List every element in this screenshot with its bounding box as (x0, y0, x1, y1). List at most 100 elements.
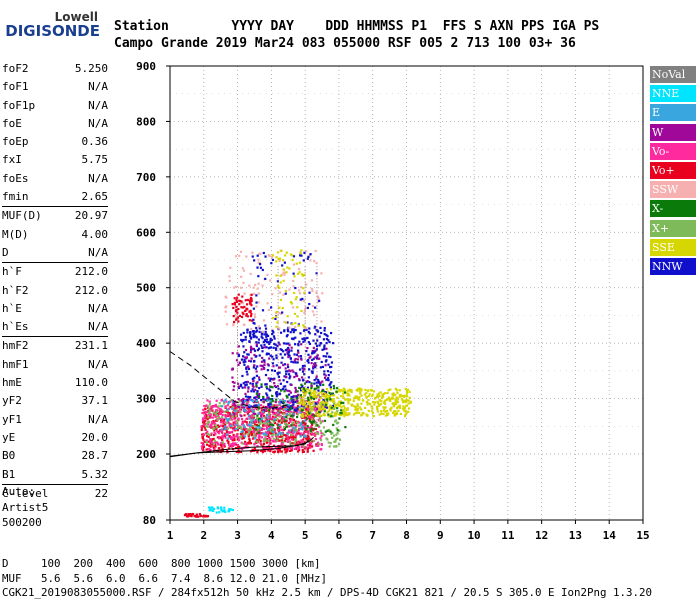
echo-point (232, 433, 235, 437)
echo-point (272, 346, 275, 349)
echo-point (319, 422, 322, 425)
echo-point (221, 410, 224, 413)
echo-point (240, 450, 243, 454)
echo-point (261, 449, 265, 452)
echo-point (283, 427, 287, 431)
echo-point (286, 363, 289, 366)
echo-point (332, 394, 336, 397)
echo-point (249, 427, 252, 430)
echo-point (242, 399, 245, 402)
echo-point (387, 412, 390, 415)
echo-point (288, 354, 291, 357)
echo-point (245, 430, 248, 434)
echo-point (287, 348, 290, 351)
echo-point (248, 319, 251, 322)
param-label: fmin (2, 190, 29, 204)
echo-point (251, 382, 254, 386)
echo-point (259, 412, 262, 415)
echo-point (255, 370, 258, 373)
echo-point (296, 421, 299, 424)
echo-point (284, 406, 287, 409)
echo-point (212, 446, 216, 450)
echo-point (241, 429, 244, 433)
echo-point (281, 259, 285, 262)
echo-point (296, 407, 299, 410)
echo-point (366, 403, 369, 406)
echo-point (309, 253, 312, 256)
echo-point (277, 450, 280, 454)
echo-point (248, 300, 252, 303)
echo-point (315, 262, 318, 265)
echo-point (205, 432, 208, 435)
echo-point (246, 373, 249, 376)
echo-point (235, 359, 239, 362)
echo-point (262, 440, 265, 443)
echo-point (244, 360, 247, 363)
param-label: foEp (2, 135, 29, 149)
echo-point (283, 445, 286, 448)
echo-point (295, 353, 299, 356)
echo-point (311, 371, 314, 375)
echo-point (268, 420, 271, 423)
param-value: N/A (88, 98, 108, 112)
echo-point (268, 423, 272, 426)
echo-point (270, 426, 273, 429)
echo-point (233, 443, 236, 446)
echo-point (236, 311, 239, 314)
echo-point (255, 423, 258, 427)
echo-point (301, 428, 304, 431)
echo-point (291, 400, 295, 403)
echo-point (259, 435, 262, 438)
echo-point (206, 422, 209, 425)
echo-point (241, 431, 244, 434)
param-label: h`F (2, 265, 22, 279)
echo-point (205, 411, 209, 414)
echo-point (216, 410, 219, 413)
echo-point (249, 382, 252, 385)
echo-point (202, 445, 206, 449)
echo-point (228, 444, 231, 447)
echo-point (303, 406, 306, 409)
echo-point (250, 327, 253, 331)
echo-point (242, 331, 245, 335)
echo-point (257, 261, 260, 264)
echo-point (283, 422, 287, 425)
footer-muf-row: MUF 5.6 5.6 6.0 6.6 7.4 8.6 12.0 21.0 [M… (2, 571, 328, 585)
echo-point (206, 418, 209, 421)
echo-point (284, 433, 287, 437)
echo-point (394, 410, 397, 413)
echo-point (207, 416, 210, 419)
echo-point (281, 306, 284, 310)
echo-point (284, 349, 288, 352)
echo-point (253, 349, 257, 352)
echo-point (290, 395, 293, 399)
echo-point (302, 340, 305, 343)
param-label: B0 (2, 449, 16, 463)
echo-point (239, 385, 243, 388)
echo-point (329, 331, 333, 335)
echo-point (280, 433, 284, 437)
echo-point (305, 419, 308, 422)
echo-point (384, 392, 387, 395)
echo-point (237, 409, 240, 413)
echo-point (288, 401, 291, 404)
echo-point (289, 375, 292, 378)
echo-point (242, 436, 245, 440)
echo-point (233, 381, 236, 384)
echo-point (224, 398, 227, 401)
echo-point (296, 306, 299, 309)
echo-point (384, 406, 387, 409)
echo-point (366, 414, 369, 417)
echo-point (288, 389, 291, 393)
echo-point (315, 444, 318, 447)
echo-point (235, 434, 239, 437)
echo-point (224, 436, 227, 439)
echo-point (311, 395, 314, 398)
echo-point (403, 400, 406, 403)
echo-point (222, 425, 225, 428)
echo-point (249, 272, 252, 276)
echo-point (204, 419, 207, 422)
echo-point (263, 416, 266, 419)
echo-point (206, 515, 209, 518)
echo-point (204, 411, 207, 415)
